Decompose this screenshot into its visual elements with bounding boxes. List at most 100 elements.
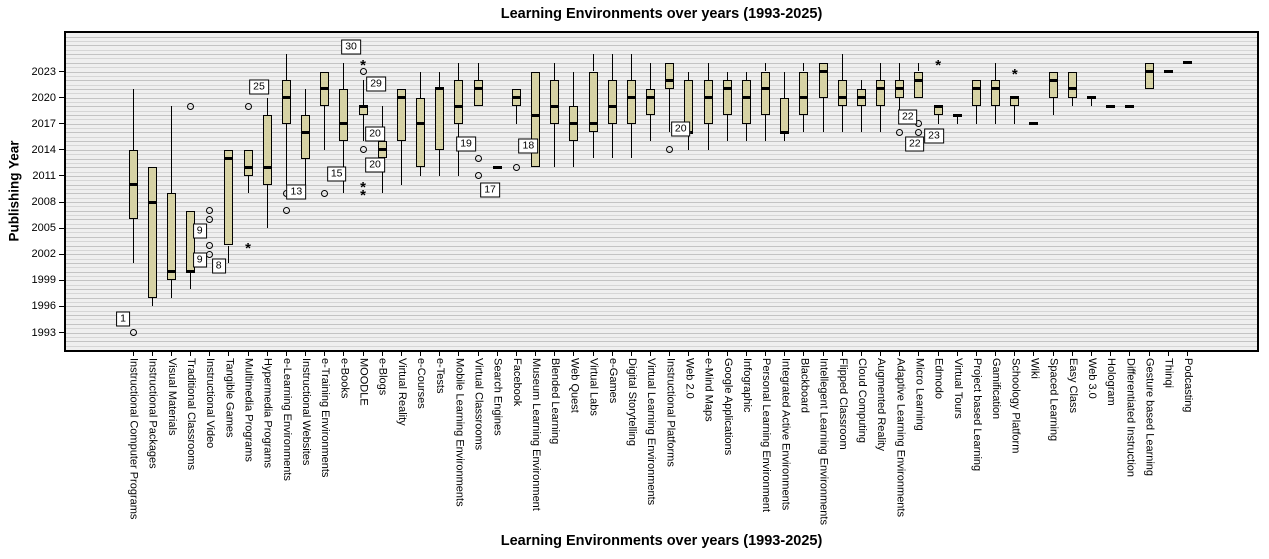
whisker-upper-web-quest xyxy=(573,71,575,107)
whisker-lower-e-learning-environments xyxy=(285,123,287,185)
box-gesture-based-learning xyxy=(1144,62,1154,89)
gridline xyxy=(66,80,1257,82)
x-tick-mark xyxy=(880,352,882,356)
median-line-museum-learning-environment xyxy=(531,113,541,117)
whisker-upper-google-applications xyxy=(726,71,728,81)
case-number-badge: 20 xyxy=(670,121,691,137)
x-category-label-gamification: Gamification xyxy=(990,358,1003,420)
whisker-lower-cloud-computing xyxy=(860,106,862,133)
median-line-integrated-active-environments xyxy=(780,130,790,134)
x-tick-mark xyxy=(956,352,958,356)
outlier-circle-e-learning-environments xyxy=(282,207,290,215)
x-tick-mark xyxy=(1186,352,1188,356)
x-category-label-project-based-learning: Project based Learning xyxy=(970,358,983,472)
x-category-label-easy-class: Easy Class xyxy=(1066,358,1079,414)
gridline xyxy=(66,345,1257,347)
x-tick-mark xyxy=(343,352,345,356)
box-virtual-reality xyxy=(396,88,406,142)
y-tick-mark xyxy=(59,97,64,99)
x-tick-mark xyxy=(266,352,268,356)
single-value-mark-search-engines xyxy=(492,165,502,169)
median-line-e-games xyxy=(607,104,617,108)
median-line-mobile-learning-environments xyxy=(454,104,464,108)
whisker-upper-digital-storytelling xyxy=(630,54,632,81)
box-multimedia-programs xyxy=(243,149,253,176)
outlier-circle-micro-learning xyxy=(915,128,923,136)
whisker-lower-instructional-packages xyxy=(151,297,153,307)
box-instructional-websites xyxy=(301,115,311,159)
single-value-mark-web-3-0 xyxy=(1087,96,1096,100)
x-tick-mark xyxy=(1148,352,1150,356)
median-line-spaced-learning xyxy=(1048,78,1058,82)
whisker-lower-blackboard xyxy=(803,115,805,133)
outlier-circle-instructional-platforms xyxy=(666,146,674,154)
box-spaced-learning xyxy=(1048,71,1058,98)
whisker-lower-augmented-reality xyxy=(880,106,882,133)
x-category-label-flipped-classroom: Flipped Classroom xyxy=(836,358,849,450)
x-category-label-micro-learning: Micro Learning xyxy=(913,358,926,431)
x-tick-mark xyxy=(228,352,230,356)
x-tick-mark xyxy=(573,352,575,356)
median-line-e-books xyxy=(339,122,349,126)
box-instructional-platforms xyxy=(665,62,675,89)
y-tick-mark xyxy=(59,201,64,203)
y-tick-mark xyxy=(59,305,64,307)
single-value-mark-hologram xyxy=(1106,104,1116,108)
whisker-lower-google-applications xyxy=(726,115,728,142)
x-category-label-web-3-0: Web 3.0 xyxy=(1086,358,1098,399)
whisker-lower-virtual-reality xyxy=(400,141,402,185)
y-tick-label: 2008 xyxy=(31,196,56,208)
whisker-lower-instructional-platforms xyxy=(669,88,671,133)
box-augmented-reality xyxy=(876,80,886,107)
x-tick-mark xyxy=(726,352,728,356)
whisker-lower-gamification xyxy=(995,106,997,124)
x-category-label-facebook: Facebook xyxy=(510,358,523,407)
box-personal-learning-environment xyxy=(761,71,771,115)
x-tick-mark xyxy=(650,352,652,356)
whisker-lower-traditional-classrooms xyxy=(190,271,191,289)
gridline xyxy=(66,36,1257,38)
x-tick-mark xyxy=(937,352,939,356)
x-category-label-schoology-platform: Schoology Platform xyxy=(1009,358,1022,454)
gridline xyxy=(66,149,1257,151)
x-tick-mark xyxy=(611,352,613,356)
gridline xyxy=(66,297,1257,299)
x-category-label-augmented-reality: Augmented Reality xyxy=(875,358,888,451)
case-number-badge: 9 xyxy=(192,223,207,239)
median-line-multimedia-programs xyxy=(243,165,253,169)
whisker-lower-facebook xyxy=(515,106,517,124)
gridline xyxy=(66,97,1257,99)
box-mobile-learning-environments xyxy=(454,80,464,124)
gridline xyxy=(66,219,1257,221)
x-category-label-differentiated-instruction: Differentiated Instruction xyxy=(1124,358,1137,478)
whisker-lower-tangible-games xyxy=(228,245,230,263)
y-tick-label: 2002 xyxy=(31,248,56,261)
x-category-label-edmodo: Edmodo xyxy=(932,358,945,399)
outlier-circle-moodle xyxy=(359,146,367,154)
box-digital-storytelling xyxy=(626,80,636,124)
y-tick-mark xyxy=(59,71,64,72)
x-tick-mark xyxy=(1129,352,1131,356)
median-line-e-blogs xyxy=(377,148,387,152)
x-tick-mark xyxy=(477,352,479,356)
median-line-blended-learning xyxy=(550,104,560,108)
x-category-label-virtual-reality: Virtual Reality xyxy=(395,358,408,426)
x-category-label-thinqi: Thinqi xyxy=(1162,358,1175,388)
median-line-micro-learning xyxy=(914,78,924,82)
whisker-upper-flipped-classroom xyxy=(841,54,843,81)
median-line-project-based-learning xyxy=(971,87,981,91)
outlier-asterisk-moodle: * xyxy=(360,56,366,74)
y-tick-mark xyxy=(59,332,64,333)
y-tick-label: 2011 xyxy=(32,169,56,182)
case-number-badge: 20 xyxy=(365,157,385,173)
gridline xyxy=(66,258,1257,260)
x-tick-mark xyxy=(554,352,556,356)
outlier-circle-virtual-classrooms xyxy=(474,172,482,180)
whisker-upper-infographic xyxy=(745,71,747,81)
gridline xyxy=(66,45,1257,47)
gridline xyxy=(66,106,1257,108)
x-tick-mark xyxy=(1033,352,1035,356)
x-tick-mark xyxy=(535,352,537,356)
x-tick-mark xyxy=(151,352,153,356)
case-number-badge: 9 xyxy=(192,252,207,268)
